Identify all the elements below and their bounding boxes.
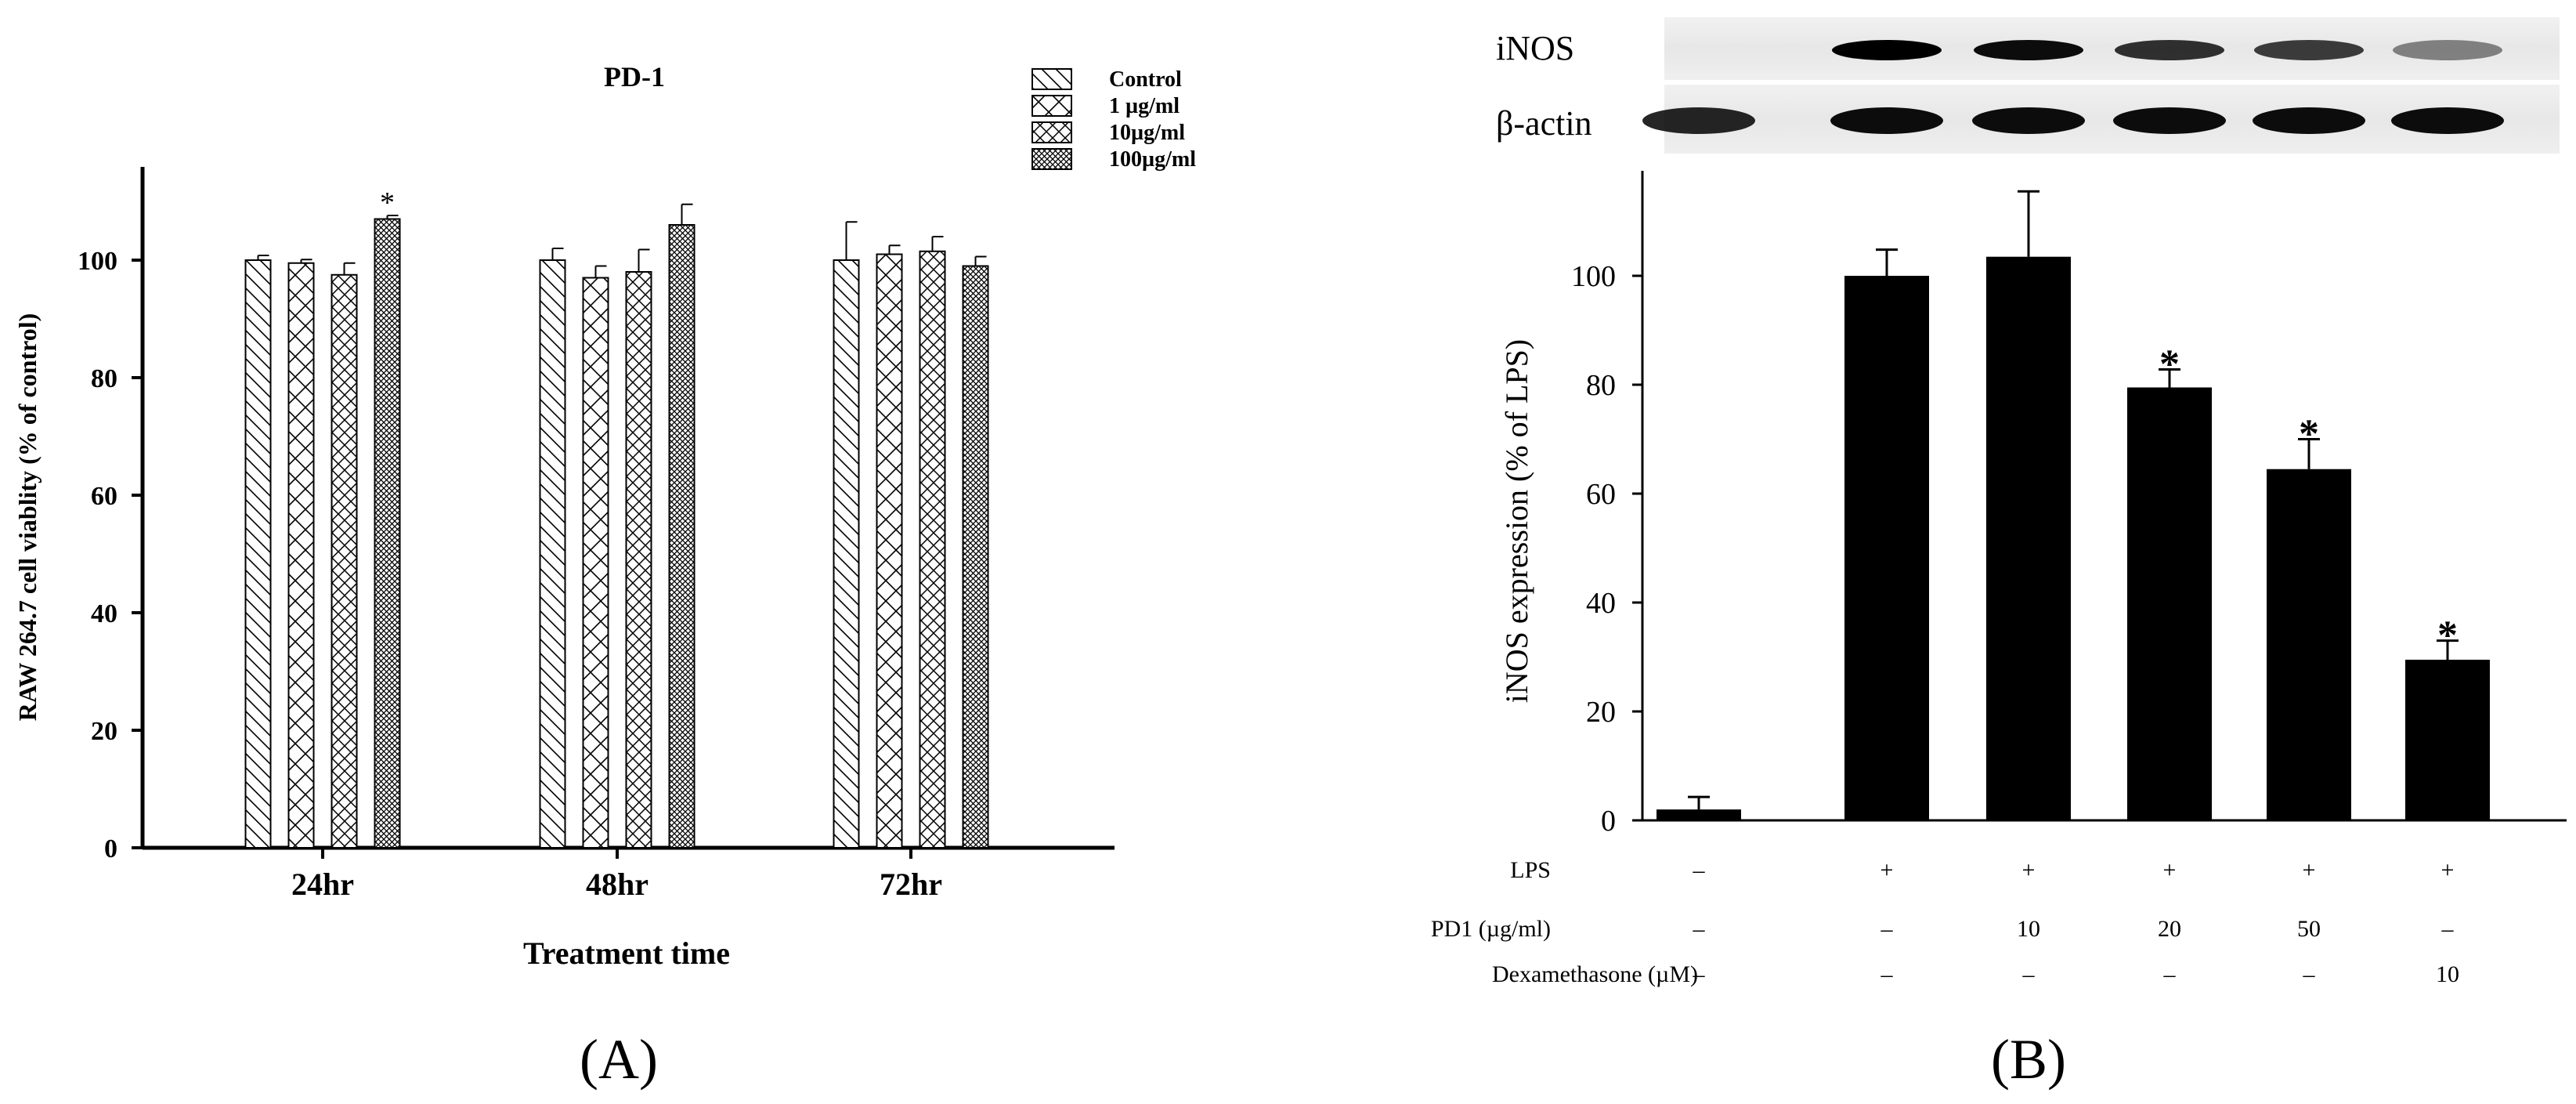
panel-a-chart: PD-1 RAW 264.7 cell viablity (% of contr… (13, 61, 1196, 1091)
bar (876, 253, 903, 849)
significance-marker: * (2159, 342, 2180, 387)
treatment-cell: – (1693, 857, 1706, 883)
western-blot: iNOS β-actin (1496, 17, 2560, 154)
y-tick-label: 20 (91, 717, 117, 746)
blot-band-inos (1832, 40, 1942, 60)
x-tick-label: 48hr (586, 867, 649, 902)
y-tick-label: 40 (1586, 587, 1616, 620)
significance-marker: * (2437, 614, 2458, 658)
blot-label-inos: iNOS (1496, 29, 1574, 67)
blot-band-inos (1974, 40, 2083, 60)
significance-marker: * (380, 186, 395, 219)
treatment-row-label: LPS (1510, 857, 1551, 883)
legend-swatch (1031, 68, 1072, 90)
bar (1657, 809, 1741, 820)
treatment-cell: + (2163, 857, 2177, 883)
treatment-cell: – (1881, 916, 1894, 942)
chart-a-y-axis-label: RAW 264.7 cell viablity (% of control) (13, 313, 42, 722)
blot-band-actin (2391, 107, 2504, 134)
treatment-row-label: Dexamethasone (µM) (1492, 961, 1698, 987)
y-tick-label: 40 (91, 599, 117, 628)
significance-marker: * (2299, 412, 2319, 457)
y-tick-label: 20 (1586, 696, 1616, 729)
chart-a-x-axis-label: Treatment time (523, 936, 730, 971)
treatment-cell: 50 (2297, 916, 2321, 942)
treatment-cell: – (2163, 961, 2177, 987)
blot-band-actin (2113, 107, 2226, 134)
blot-band-inos (2393, 40, 2502, 60)
legend-swatch (1031, 148, 1072, 170)
treatment-cell: + (2441, 857, 2455, 883)
treatment-cell: – (2441, 916, 2455, 942)
legend-label: 100µg/ml (1109, 147, 1196, 172)
bar (962, 265, 989, 849)
bar (625, 271, 652, 849)
x-tick-label: 72hr (880, 867, 942, 902)
treatment-cell: – (2303, 961, 2316, 987)
bar (374, 218, 401, 849)
treatment-cell: + (1881, 857, 1894, 883)
treatment-cell: 20 (2158, 916, 2181, 942)
bar (539, 259, 566, 849)
y-tick-label: 0 (104, 834, 117, 863)
blot-band-actin (2253, 107, 2365, 134)
treatment-cell: + (2022, 857, 2036, 883)
legend-label: Control (1109, 67, 1182, 92)
bar (2127, 387, 2212, 821)
y-tick-label: 100 (78, 247, 117, 276)
blot-label-beta-actin: β-actin (1496, 104, 1592, 143)
blot-band-inos (2254, 40, 2364, 60)
bar (1844, 276, 1929, 820)
chart-b-y-axis-label: iNOS expression (% of LPS) (1499, 339, 1534, 703)
treatment-row-label: PD1 (µg/ml) (1431, 916, 1551, 942)
bar (582, 277, 609, 849)
bar (287, 262, 315, 849)
blot-band-actin (1642, 107, 1755, 134)
y-tick-label: 80 (1586, 369, 1616, 402)
treatment-cell: – (1693, 916, 1706, 942)
legend-label: 10µg/ml (1109, 121, 1185, 145)
bar (1986, 256, 2071, 820)
y-tick-label: 100 (1571, 260, 1616, 293)
treatment-cell: + (2303, 857, 2316, 883)
panel-b-chart: iNOS β-actin iNOS expression (% of LPS) … (1431, 17, 2567, 1091)
bar (668, 224, 695, 849)
y-tick-label: 60 (91, 482, 117, 511)
blot-band-inos (2115, 40, 2224, 60)
blot-band-actin (1830, 107, 1943, 134)
blot-band-actin (1972, 107, 2085, 134)
treatment-cell: – (2022, 961, 2036, 987)
bar (2267, 469, 2351, 820)
bar (331, 273, 358, 849)
legend-swatch (1031, 95, 1072, 117)
bar (244, 259, 272, 849)
bar (833, 259, 860, 849)
treatment-cell: 10 (2436, 961, 2459, 987)
panel-label-a: (A) (580, 1028, 658, 1091)
x-tick-label: 24hr (291, 867, 354, 902)
treatment-cell: – (1693, 961, 1706, 987)
y-tick-label: 60 (1586, 478, 1616, 511)
bar (919, 250, 946, 849)
legend-label: 1 µg/ml (1109, 94, 1180, 118)
treatment-cell: 10 (2017, 916, 2040, 942)
y-tick-label: 80 (91, 364, 117, 393)
treatment-cell: – (1881, 961, 1894, 987)
legend-swatch (1031, 121, 1072, 143)
y-tick-label: 0 (1601, 805, 1616, 838)
panel-label-b: (B) (1991, 1028, 2066, 1091)
blot-inos-strip (1664, 17, 2560, 80)
chart-a-title: PD-1 (604, 61, 665, 92)
bar (2405, 659, 2490, 820)
